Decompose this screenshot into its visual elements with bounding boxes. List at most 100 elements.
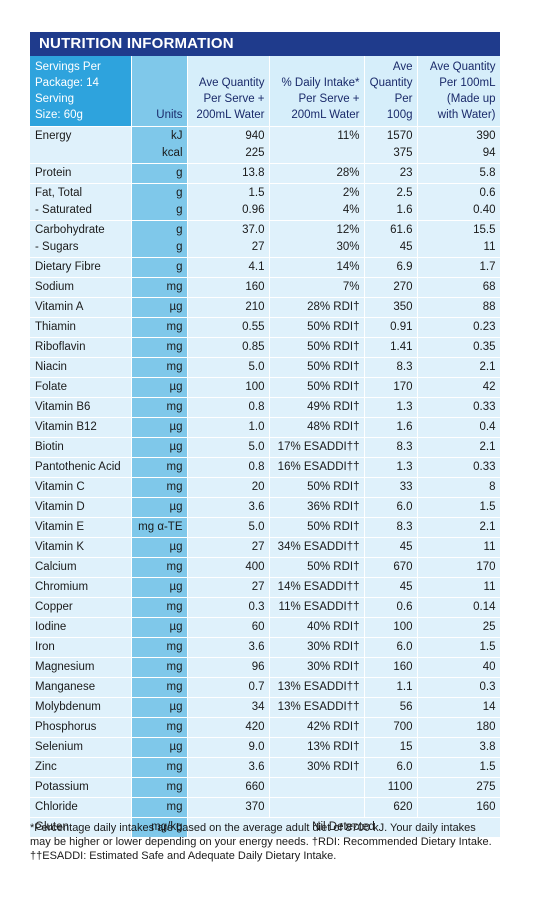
nutrient-row: Copper mg 0.3 11% ESADDI†† 0.6 0.14 [30, 597, 501, 618]
per-100g-value: 23 [364, 163, 418, 184]
per-100ml-value: 0.6 0.40 [417, 183, 501, 221]
nutrient-row: Vitamin B12 µg 1.0 48% RDI† 1.6 0.4 [30, 417, 501, 438]
per-serve-value: 4.1 [187, 257, 270, 278]
daily-intake-value: 34% ESADDI†† [269, 537, 365, 558]
header-line: 200mL Water [196, 109, 265, 121]
nutrient-unit-line: g [176, 187, 183, 199]
per-100ml-value-line: 2.1 [479, 361, 496, 373]
per-serve-value-line: 420 [245, 721, 265, 733]
per-100g-value: 1570 375 [364, 126, 418, 164]
per-100g-value: 6.9 [364, 257, 418, 278]
nutrient-unit-line: mg [166, 321, 183, 333]
per-100ml-value: 0.3 [417, 677, 501, 698]
nutrient-row: Pantothenic Acid mg 0.8 16% ESADDI†† 1.3 0.33 [30, 457, 501, 478]
per-100g-value-line: 6.0 [396, 641, 413, 653]
per-100g-value: 6.0 [364, 757, 418, 778]
per-100ml-value: 0.33 [417, 397, 501, 418]
header-line: % Daily Intake* [281, 77, 360, 89]
daily-intake-value-line: 50% RDI† [307, 481, 360, 493]
per-serve-value-line: 20 [251, 481, 265, 493]
nutrient-name-line: Copper [35, 601, 73, 613]
nutrient-unit-line: kJ [171, 130, 183, 142]
nutrient-row: Selenium µg 9.0 13% RDI† 15 3.8 [30, 737, 501, 758]
nutrient-unit: µg [131, 617, 188, 638]
daily-intake-value-line: 50% RDI† [307, 521, 360, 533]
nutrient-row: Biotin µg 5.0 17% ESADDI†† 8.3 2.1 [30, 437, 501, 458]
per-100g-value: 1100 [364, 777, 418, 798]
per-100ml-value: 0.35 [417, 337, 501, 358]
per-serve-value-line: 13.8 [242, 167, 265, 179]
nutrient-row: Calcium mg 400 50% RDI† 670 170 [30, 557, 501, 578]
per-100ml-value-line: 42 [482, 381, 496, 393]
nutrient-unit-line: µg [169, 741, 183, 753]
nutrient-row: Iodine µg 60 40% RDI† 100 25 [30, 617, 501, 638]
per-100g-value-line: 160 [393, 661, 413, 673]
per-serve-value-line: 0.96 [242, 204, 265, 216]
daily-intake-value-line: 30% [336, 241, 360, 253]
nutrient-row: Vitamin K µg 27 34% ESADDI†† 45 11 [30, 537, 501, 558]
nutrient-unit-line: µg [169, 381, 183, 393]
per-serve-value-line: 9.0 [248, 741, 265, 753]
per-serve-value-line: 400 [245, 561, 265, 573]
per-serve-value-line: 3.6 [248, 641, 265, 653]
per-serve-value: 940 225 [187, 126, 270, 164]
daily-intake-value: 30% RDI† [269, 637, 365, 658]
per-100ml-value: 1.5 [417, 497, 501, 518]
per-serve-value-line: 37.0 [242, 224, 265, 236]
nutrient-name: Gluten [30, 817, 132, 837]
nutrient-unit-line: mg [166, 761, 183, 773]
per-100ml-value: 1.5 [417, 757, 501, 778]
per-serve-value: 5.0 [187, 517, 270, 538]
daily-intake-value: 12% 30% [269, 220, 365, 258]
nutrient-unit-line: µg [169, 441, 183, 453]
per-100g-value-line: 56 [399, 701, 413, 713]
daily-intake-value: 28% RDI† [269, 297, 365, 318]
per-100g-value-line: 2.5 [396, 187, 413, 199]
daily-intake-value: 11% ESADDI†† [269, 597, 365, 618]
nutrient-unit-line: mg [166, 801, 183, 813]
daily-intake-value-line: 16% ESADDI†† [277, 461, 360, 473]
per-serve-value: 0.8 [187, 457, 270, 478]
header-line: Ave Quantity [198, 77, 265, 89]
per-serve-value-line: 660 [245, 781, 265, 793]
daily-intake-value: 7% [269, 277, 365, 298]
per-100ml-value-line: 11 [483, 241, 496, 253]
nutrient-unit: mg [131, 797, 188, 818]
header-line: 200mL Water [291, 109, 360, 121]
nutrient-unit: mg [131, 777, 188, 798]
nutrient-name-line: Dietary Fibre [35, 261, 101, 273]
per-100g-value: 1.1 [364, 677, 418, 698]
daily-intake-value: 14% [269, 257, 365, 278]
per-serve-value: 100 [187, 377, 270, 398]
daily-intake-value-line: 30% RDI† [307, 761, 360, 773]
daily-intake-value-line: 34% ESADDI†† [277, 541, 360, 553]
per-100ml-value: 2.1 [417, 357, 501, 378]
nutrient-name: Vitamin D [30, 497, 132, 518]
nutrient-unit-line: g [176, 167, 183, 179]
per-100g-value: 670 [364, 557, 418, 578]
nutrient-name-line: Iron [35, 641, 55, 653]
per-serve-value: 1.5 0.96 [187, 183, 270, 221]
per-serve-value-line: 5.0 [248, 441, 265, 453]
nutrient-unit-line: µg [169, 581, 183, 593]
nutrient-row: Thiamin mg 0.55 50% RDI† 0.91 0.23 [30, 317, 501, 338]
nutrient-rows: Energy kJ kcal 940 225 11% 1570 375 390 94 Prote… [30, 126, 501, 818]
per-100ml-value-line: 1.5 [479, 761, 496, 773]
per-100ml-value: 0.14 [417, 597, 501, 618]
gluten-row: Gluten mg/kg Nil Detected [30, 817, 501, 837]
nutrient-name-line: Sodium [35, 281, 74, 293]
per-100ml-header: Ave Quantity Per 100mL (Made up with Wat… [417, 56, 501, 127]
per-serve-value-line: 0.55 [242, 321, 265, 333]
nutrient-unit: µg [131, 437, 188, 458]
nutrient-name: Zinc [30, 757, 132, 778]
nutrient-row: Chloride mg 370 620 160 [30, 797, 501, 818]
per-100ml-value: 14 [417, 697, 501, 718]
nutrient-name-line: Vitamin A [35, 301, 84, 313]
nutrient-name: Vitamin A [30, 297, 132, 318]
per-100g-value-line: 45 [399, 241, 413, 253]
daily-intake-value-line: 30% RDI† [307, 661, 360, 673]
per-100g-value-line: 1.6 [396, 421, 413, 433]
nutrient-unit-line: mg [166, 461, 183, 473]
nutrient-unit: mg [131, 717, 188, 738]
